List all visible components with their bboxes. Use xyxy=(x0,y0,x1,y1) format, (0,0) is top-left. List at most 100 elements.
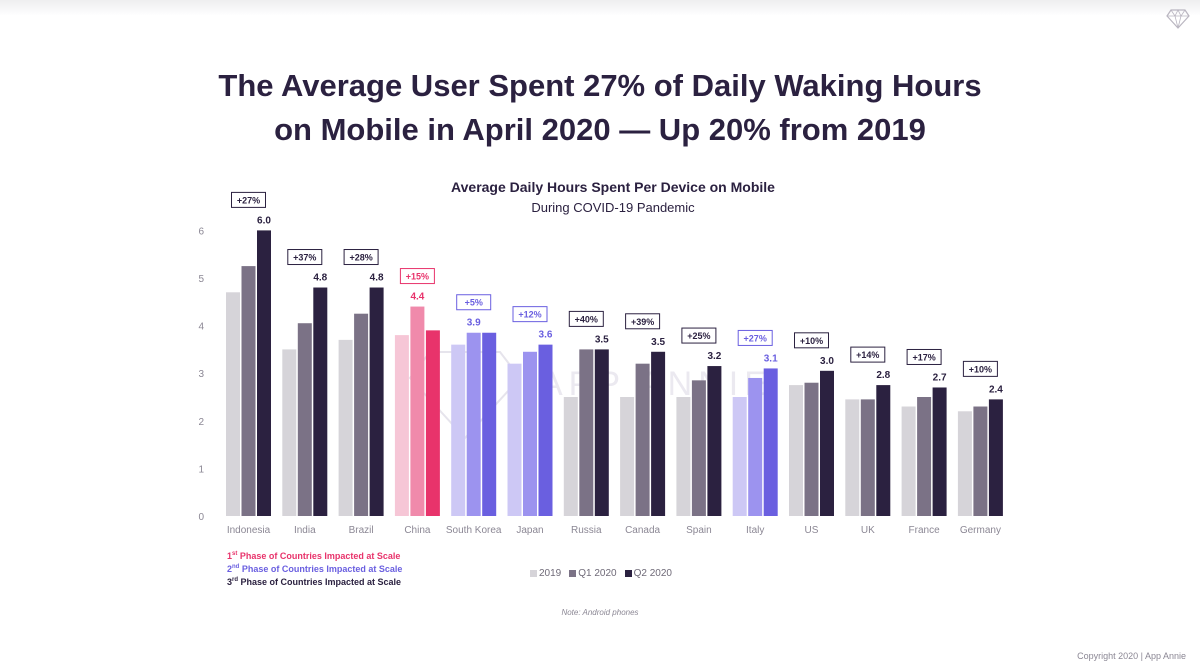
y-tick-label: 0 xyxy=(198,512,204,523)
x-tick-label-canada: Canada xyxy=(625,525,660,536)
bar-china-q2-2020 xyxy=(425,330,440,516)
bar-italy-q2-2020 xyxy=(763,368,778,516)
phase-1-text: Phase of Countries Impacted at Scale xyxy=(237,551,401,561)
value-label-france: 2.7 xyxy=(933,372,947,383)
growth-label-south-korea: +5% xyxy=(465,298,483,308)
phase-1-num: 1 xyxy=(227,551,233,561)
bar-us-2019 xyxy=(789,385,803,516)
growth-label-uk: +14% xyxy=(856,350,879,360)
bar-germany-q2-2020 xyxy=(988,399,1003,516)
legend-item-q2-2020: Q2 2020 xyxy=(624,568,672,579)
growth-label-china: +15% xyxy=(406,272,429,282)
bars xyxy=(226,230,1003,516)
growth-box-india xyxy=(287,249,323,266)
bar-china-q1-2020 xyxy=(410,306,425,516)
growth-box-japan xyxy=(512,306,548,323)
phase-2-num: 2 xyxy=(227,564,233,574)
bar-japan-2019 xyxy=(507,363,522,516)
growth-box-uk xyxy=(850,346,886,363)
bar-india-q1-2020 xyxy=(297,323,312,516)
phase-legend-2: 2nd Phase of Countries Impacted at Scale xyxy=(227,564,402,574)
x-tick-label-uk: UK xyxy=(861,525,875,536)
bar-canada-2019 xyxy=(620,397,635,516)
growth-box-indonesia xyxy=(231,191,266,208)
diamond-logo-icon xyxy=(1166,9,1190,29)
growth-label-india: +37% xyxy=(293,253,316,263)
bar-india-q2-2020 xyxy=(313,287,328,516)
y-tick-label: 4 xyxy=(198,322,204,333)
x-tick-label-france: France xyxy=(909,525,941,536)
value-label-indonesia: 6.0 xyxy=(257,215,271,226)
x-tick-label-russia: Russia xyxy=(571,525,602,536)
bar-us-q1-2020 xyxy=(804,382,819,516)
y-tick-label: 5 xyxy=(198,274,204,285)
bar-italy-q1-2020 xyxy=(748,377,763,516)
chart-title: Average Daily Hours Spent Per Device on … xyxy=(451,179,775,195)
growth-label-indonesia: +27% xyxy=(237,195,260,205)
top-bar xyxy=(0,0,1200,16)
bar-italy-2019 xyxy=(732,397,747,516)
bar-japan-q2-2020 xyxy=(538,344,553,516)
x-tick-label-china: China xyxy=(404,525,431,536)
bar-indonesia-2019 xyxy=(226,292,240,516)
value-label-uk: 2.8 xyxy=(876,370,890,381)
growth-labels: +27% +37% +28% +15% +5% +12% +40% +39% +25% +27% +… xyxy=(231,191,998,377)
value-label-china: 4.4 xyxy=(410,292,424,303)
growth-box-russia xyxy=(568,310,604,327)
growth-label-spain: +25% xyxy=(687,331,710,341)
bar-russia-q1-2020 xyxy=(579,349,594,516)
bar-germany-2019 xyxy=(957,411,972,516)
y-tick-label: 6 xyxy=(198,226,204,237)
bar-indonesia-q2-2020 xyxy=(257,230,271,516)
growth-label-russia: +40% xyxy=(575,314,598,324)
value-labels: 6.0 4.8 4.8 4.4 3.9 3.6 3.5 3.5 3.2 3.1 3.0 2.8 2.7 2… xyxy=(257,215,1003,395)
x-tick-label-spain: Spain xyxy=(686,525,712,536)
growth-label-canada: +39% xyxy=(631,317,654,327)
value-label-canada: 3.5 xyxy=(651,337,665,348)
headline-line-2: on Mobile in April 2020 — Up 20% from 20… xyxy=(274,112,926,147)
value-label-germany: 2.4 xyxy=(989,384,1003,395)
bar-india-2019 xyxy=(282,349,297,516)
bar-south-korea-q1-2020 xyxy=(466,332,481,516)
y-tick-label: 1 xyxy=(198,464,204,475)
bar-germany-q1-2020 xyxy=(973,406,988,516)
growth-box-france xyxy=(906,348,942,365)
legend-label-q1-2020: Q1 2020 xyxy=(578,568,617,579)
bar-spain-q2-2020 xyxy=(707,366,722,516)
x-axis: Indonesia India Brazil China South Korea Japa… xyxy=(227,525,1001,536)
headline-line-1: The Average User Spent 27% of Daily Waki… xyxy=(218,68,982,103)
growth-box-canada xyxy=(625,313,661,330)
bar-uk-q2-2020 xyxy=(876,385,891,516)
growth-box-china xyxy=(399,268,435,285)
bar-france-q1-2020 xyxy=(917,397,932,516)
value-label-italy: 3.1 xyxy=(764,353,778,364)
bar-china-2019 xyxy=(394,335,409,516)
growth-box-brazil xyxy=(343,249,379,266)
x-tick-label-us: US xyxy=(805,525,819,536)
bar-indonesia-q1-2020 xyxy=(241,266,256,516)
phase-3-num: 3 xyxy=(227,577,233,587)
x-tick-label-japan: Japan xyxy=(516,525,543,536)
value-label-brazil: 4.8 xyxy=(370,273,384,284)
y-tick-label: 3 xyxy=(198,369,204,380)
value-label-japan: 3.6 xyxy=(539,330,553,341)
phase-2-text: Phase of Countries Impacted at Scale xyxy=(239,564,403,574)
phase-legend-1: 1st Phase of Countries Impacted at Scale xyxy=(227,551,400,561)
growth-box-us xyxy=(794,332,829,349)
phase-3-sup: rd xyxy=(232,577,239,583)
y-axis: 0 1 2 3 4 5 6 xyxy=(198,226,204,523)
legend-swatch-q1-2020 xyxy=(569,570,577,577)
bar-spain-q1-2020 xyxy=(691,380,706,516)
bar-brazil-2019 xyxy=(338,339,353,516)
series-legend: 2019 Q1 2020 Q2 2020 xyxy=(530,568,672,579)
growth-label-brazil: +28% xyxy=(349,253,372,263)
phase-1-sup: st xyxy=(232,551,238,557)
x-tick-label-brazil: Brazil xyxy=(349,525,374,536)
bar-canada-q1-2020 xyxy=(635,363,650,516)
bar-brazil-q1-2020 xyxy=(354,313,369,516)
growth-label-france: +17% xyxy=(912,352,935,362)
bar-south-korea-q2-2020 xyxy=(482,332,497,516)
legend-label-q2-2020: Q2 2020 xyxy=(633,568,672,579)
value-label-us: 3.0 xyxy=(820,356,834,367)
growth-label-us: +10% xyxy=(800,336,823,346)
